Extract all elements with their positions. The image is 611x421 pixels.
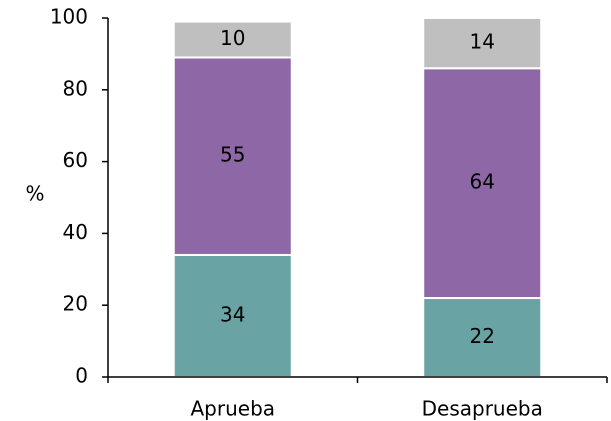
data-label: 10 (220, 26, 245, 50)
data-label: 34 (220, 302, 245, 326)
x-tick-label: Desaprueba (422, 397, 543, 421)
y-tick-label: 0 (75, 364, 88, 388)
y-tick-label: 20 (63, 292, 88, 316)
bar-segment (172, 56, 293, 256)
data-label: 14 (470, 30, 495, 54)
y-tick-label: 100 (50, 5, 88, 29)
bar-segment (172, 20, 293, 59)
data-label: 55 (220, 143, 245, 167)
bar-segment (422, 67, 543, 300)
y-axis-label: % (25, 182, 44, 206)
bar-segment (422, 17, 543, 70)
y-tick-label: 60 (63, 148, 88, 172)
y-tick-label: 40 (63, 220, 88, 244)
data-label: 64 (470, 170, 495, 194)
x-tick-label: Aprueba (190, 397, 275, 421)
data-label: 22 (470, 324, 495, 348)
y-tick-label: 80 (63, 76, 88, 100)
